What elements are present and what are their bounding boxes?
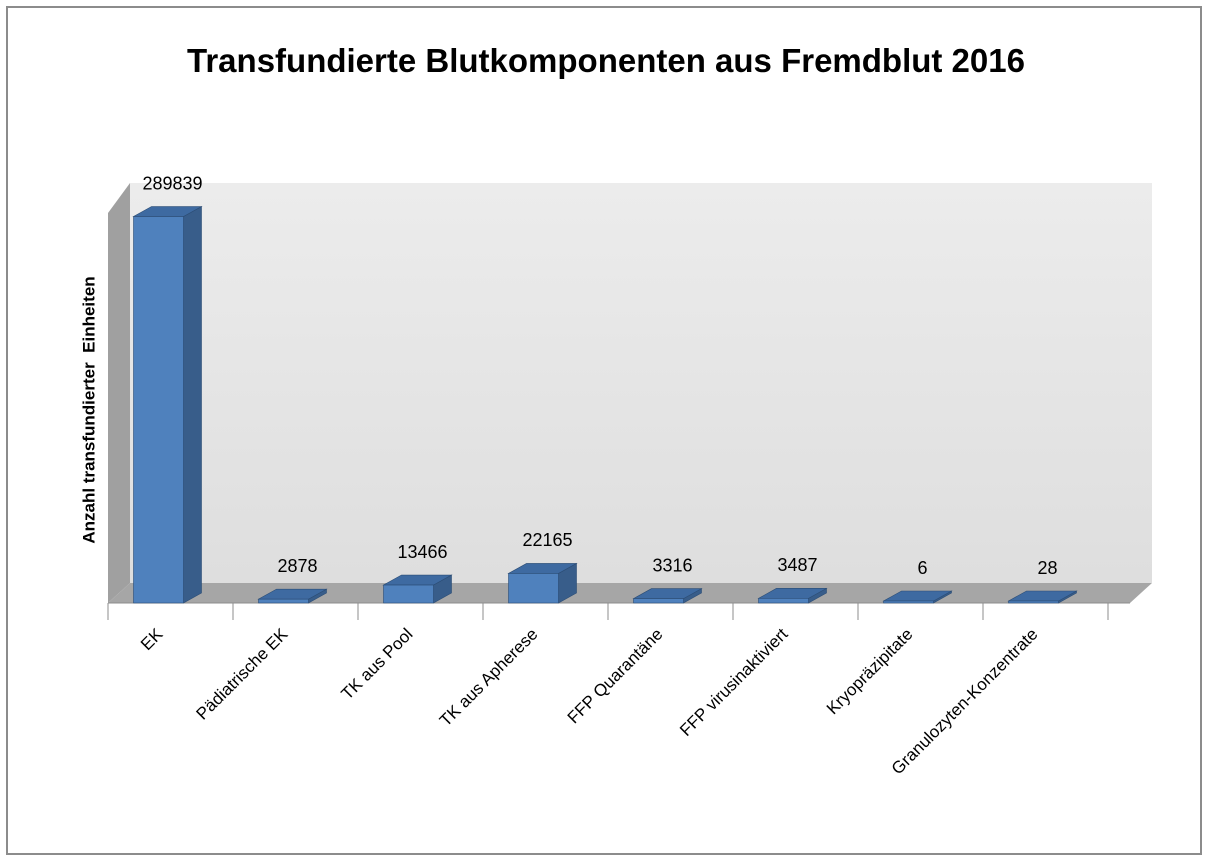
- x-tick-label: Granulozyten-Konzentrate: [888, 625, 1042, 779]
- bar: [883, 600, 934, 604]
- value-label: 28: [1037, 558, 1057, 578]
- value-label: 2878: [277, 556, 317, 576]
- bar: [1008, 600, 1059, 604]
- x-tick-label: FFP virusinaktiviert: [676, 624, 792, 740]
- bar: [508, 573, 559, 604]
- value-label: 3316: [652, 555, 692, 575]
- bar-side: [183, 206, 202, 604]
- value-label: 13466: [397, 542, 447, 562]
- x-tick-label: Pädiatrische EK: [193, 624, 292, 723]
- chart-frame: [6, 6, 1202, 855]
- bar: [633, 598, 684, 604]
- value-label: 6: [917, 558, 927, 578]
- chart-title: Transfundierte Blutkomponenten aus Fremd…: [187, 42, 1025, 79]
- bar: [133, 216, 184, 604]
- back-wall: [130, 183, 1152, 583]
- value-label: 22165: [522, 530, 572, 550]
- x-tick-label: Kryopräzipitate: [823, 625, 917, 719]
- side-wall: [108, 183, 130, 603]
- bar: [383, 584, 434, 604]
- bar: [758, 598, 809, 604]
- value-label: 3487: [777, 555, 817, 575]
- x-tick-label: EK: [137, 624, 167, 654]
- bar: [258, 598, 309, 604]
- value-label: 289839: [142, 173, 202, 193]
- x-tick-label: TK aus Apherese: [436, 625, 542, 731]
- y-axis-label: Anzahl transfundierter Einheiten: [79, 276, 98, 543]
- x-tick-label: FFP Quarantäne: [564, 625, 667, 728]
- x-tick-label: TK aus Pool: [338, 625, 417, 704]
